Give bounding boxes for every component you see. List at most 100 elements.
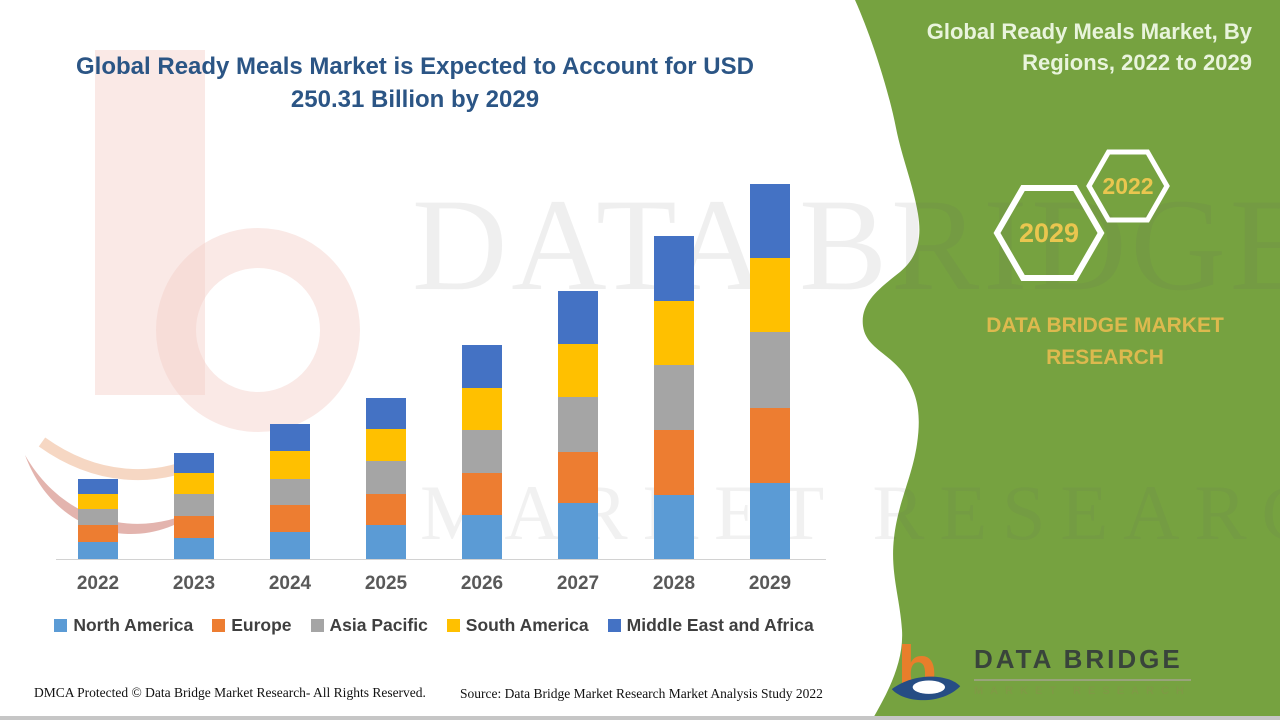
x-axis-line xyxy=(56,559,826,560)
legend-item-middle-east-and-africa: Middle East and Africa xyxy=(607,615,814,636)
bar-segment-europe xyxy=(462,473,502,515)
side-panel-brand-line1: DATA BRIDGE MARKET xyxy=(986,314,1224,337)
legend-swatch-asia-pacific xyxy=(310,619,324,632)
bar-segment-north-america xyxy=(462,515,502,559)
legend-label-south-america: South America xyxy=(465,615,589,635)
legend-swatch-south-america xyxy=(446,619,460,632)
x-axis-label-2022: 2022 xyxy=(76,573,120,594)
bar-segment-north-america xyxy=(750,483,790,559)
bar-segment-north-america xyxy=(558,503,598,559)
x-axis-label-2025: 2025 xyxy=(364,573,408,594)
bar-segment-north-america xyxy=(78,542,118,559)
logo-text-block: DATA BRIDGE MARKET RESEARCH xyxy=(974,644,1191,697)
legend-swatch-middle-east-and-africa xyxy=(607,619,621,632)
logo-text-main: DATA BRIDGE xyxy=(974,644,1191,681)
bar-segment-south-america xyxy=(750,258,790,332)
stacked-bar-2029 xyxy=(750,184,790,559)
chart-legend: North America Europe Asia Pacific South Ame… xyxy=(36,615,832,636)
hexagon-2029 xyxy=(993,185,1105,281)
footer-source-text: Source: Data Bridge Market Research Mark… xyxy=(460,686,823,701)
databridge-logo: b DATA BRIDGE MARKET RESEARCH xyxy=(888,634,1191,710)
bar-segment-asia-pacific xyxy=(366,461,406,494)
bar-segment-south-america xyxy=(78,494,118,509)
bar-segment-middle-east-and-africa xyxy=(270,424,310,451)
bar-slot-2027 xyxy=(530,291,626,559)
stacked-bar-2025 xyxy=(366,398,406,559)
bar-segment-south-america xyxy=(270,451,310,479)
bar-segment-middle-east-and-africa xyxy=(174,453,214,473)
side-panel-title-line1: Global Ready Meals Market, By xyxy=(926,19,1252,44)
bottom-border-strip xyxy=(0,716,1280,720)
bar-slot-2025 xyxy=(338,398,434,559)
bar-segment-europe xyxy=(366,494,406,525)
side-panel-title-line2: Regions, 2022 to 2029 xyxy=(1022,50,1252,75)
bar-segment-europe xyxy=(558,452,598,503)
year-hexagons: 2029 2022 xyxy=(993,149,1170,281)
footer-dmca-text: DMCA Protected © Data Bridge Market Rese… xyxy=(34,685,426,700)
x-axis-label-2023: 2023 xyxy=(172,573,216,594)
bar-slot-2026 xyxy=(434,345,530,559)
bar-segment-europe xyxy=(270,505,310,532)
legend-label-north-america: North America xyxy=(73,615,194,635)
bar-slot-2029 xyxy=(722,184,818,559)
x-axis-label-2029: 2029 xyxy=(748,573,792,594)
chart-title-line1: Global Ready Meals Market is Expected to… xyxy=(76,53,754,80)
x-axis-label-2027: 2027 xyxy=(556,573,600,594)
bar-segment-south-america xyxy=(558,344,598,397)
bar-segment-asia-pacific xyxy=(654,365,694,430)
watermark-swoosh-red xyxy=(25,455,200,535)
bar-slot-2023 xyxy=(146,453,242,559)
stacked-bar-2024 xyxy=(270,424,310,559)
hexagon-2029-label: 2029 xyxy=(1019,218,1079,248)
bar-chart xyxy=(50,184,818,559)
logo-text-sub: MARKET RESEARCH xyxy=(974,685,1191,697)
bar-segment-north-america xyxy=(174,538,214,559)
legend-item-north-america: North America xyxy=(54,615,193,636)
chart-title-line2: 250.31 Billion by 2029 xyxy=(290,86,540,113)
bar-slot-2024 xyxy=(242,424,338,559)
bar-segment-middle-east-and-africa xyxy=(558,291,598,344)
chart-title: Global Ready Meals Market is Expected to… xyxy=(70,50,760,116)
bar-segment-south-america xyxy=(174,473,214,494)
legend-label-asia-pacific: Asia Pacific xyxy=(329,615,428,635)
stacked-bar-2023 xyxy=(174,453,214,559)
stacked-bar-2026 xyxy=(462,345,502,559)
bar-segment-north-america xyxy=(270,532,310,559)
legend-item-south-america: South America xyxy=(446,615,589,636)
bar-segment-north-america xyxy=(654,495,694,559)
logo-swoosh-hole xyxy=(912,680,945,694)
x-axis-label-2024: 2024 xyxy=(268,573,312,594)
legend-item-asia-pacific: Asia Pacific xyxy=(310,615,428,636)
bar-segment-south-america xyxy=(366,429,406,461)
side-panel-brand-line2: RESEARCH xyxy=(1046,346,1164,369)
databridge-logo-mark-icon: b xyxy=(891,634,961,705)
bar-segment-europe xyxy=(654,430,694,495)
bar-segment-middle-east-and-africa xyxy=(750,184,790,258)
x-axis-labels: 2022 2023 2024 2025 2026 2027 2028 2029 xyxy=(50,573,818,595)
bar-segment-europe xyxy=(174,516,214,538)
bar-segment-asia-pacific xyxy=(750,332,790,408)
bar-segment-asia-pacific xyxy=(462,430,502,473)
bar-segment-middle-east-and-africa xyxy=(78,479,118,494)
bar-segment-middle-east-and-africa xyxy=(462,345,502,388)
watermark-b-bowl xyxy=(156,228,360,432)
side-panel-shape xyxy=(855,0,1280,720)
bar-segment-asia-pacific xyxy=(174,494,214,516)
legend-item-europe: Europe xyxy=(212,615,292,636)
hexagon-2022-label: 2022 xyxy=(1102,173,1153,199)
stacked-bar-2028 xyxy=(654,236,694,559)
bar-segment-asia-pacific xyxy=(270,479,310,505)
bar-segment-middle-east-and-africa xyxy=(654,236,694,301)
bar-segment-south-america xyxy=(462,388,502,430)
bar-segment-europe xyxy=(750,408,790,483)
bar-segment-asia-pacific xyxy=(78,509,118,525)
side-panel-title: Global Ready Meals Market, By Regions, 2… xyxy=(892,16,1252,78)
side-panel-brand: DATA BRIDGE MARKET RESEARCH xyxy=(955,310,1255,374)
stacked-bar-2022 xyxy=(78,479,118,559)
stacked-bar-2027 xyxy=(558,291,598,559)
bar-segment-middle-east-and-africa xyxy=(366,398,406,429)
legend-swatch-north-america xyxy=(54,619,68,632)
hexagon-2022 xyxy=(1086,149,1170,223)
